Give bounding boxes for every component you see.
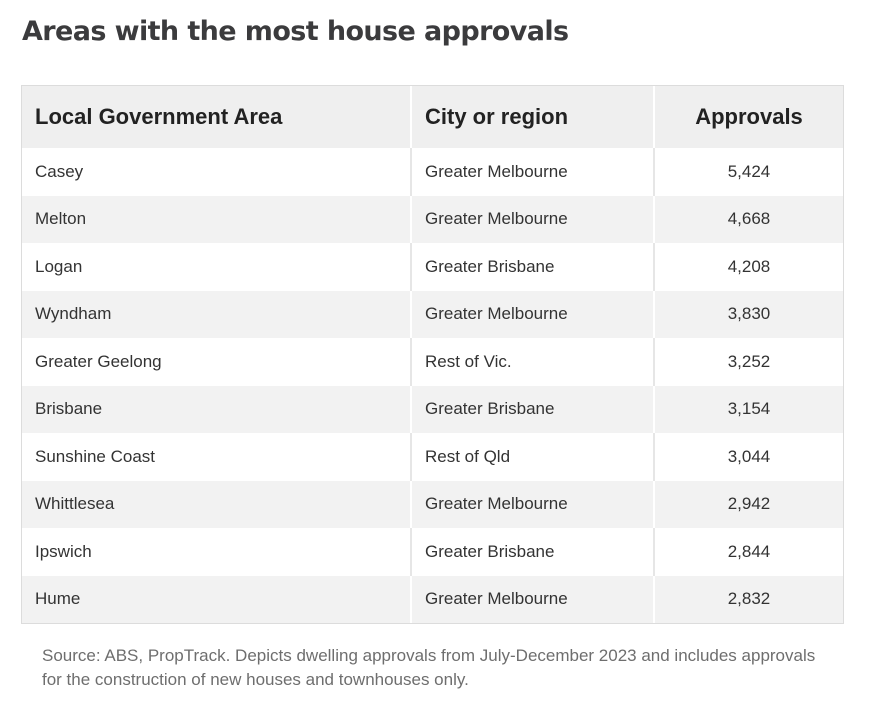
header-row: Local Government Area City or region App… — [22, 86, 843, 148]
table-row: Greater Geelong Rest of Vic. 3,252 — [22, 338, 843, 386]
cell-region: Greater Melbourne — [411, 290, 655, 338]
cell-region: Greater Brisbane — [411, 243, 655, 291]
table-header: Local Government Area City or region App… — [22, 86, 843, 148]
cell-lga: Hume — [22, 575, 412, 623]
cell-lga: Casey — [22, 148, 412, 196]
table-row: Brisbane Greater Brisbane 3,154 — [22, 385, 843, 433]
table-row: Logan Greater Brisbane 4,208 — [22, 243, 843, 291]
cell-approvals: 2,942 — [654, 480, 843, 528]
cell-region: Greater Melbourne — [411, 148, 655, 196]
cell-approvals: 4,668 — [654, 195, 843, 243]
column-header-approvals: Approvals — [654, 86, 843, 148]
table-row: Whittlesea Greater Melbourne 2,942 — [22, 480, 843, 528]
source-note: Source: ABS, PropTrack. Depicts dwelling… — [42, 646, 816, 689]
cell-region: Rest of Vic. — [411, 338, 655, 386]
cell-approvals: 2,832 — [654, 575, 843, 623]
cell-region: Greater Melbourne — [411, 480, 655, 528]
column-header-lga: Local Government Area — [22, 86, 412, 148]
cell-region: Greater Melbourne — [411, 575, 655, 623]
column-header-region: City or region — [411, 86, 655, 148]
cell-lga: Whittlesea — [22, 480, 412, 528]
table-row: Ipswich Greater Brisbane 2,844 — [22, 528, 843, 576]
approvals-table: Local Government Area City or region App… — [21, 85, 844, 624]
cell-approvals: 3,044 — [654, 433, 843, 481]
cell-lga: Greater Geelong — [22, 338, 412, 386]
cell-lga: Brisbane — [22, 385, 412, 433]
cell-approvals: 3,252 — [654, 338, 843, 386]
page-title: Areas with the most house approvals — [22, 16, 569, 47]
cell-approvals: 5,424 — [654, 148, 843, 196]
cell-region: Greater Brisbane — [411, 385, 655, 433]
cell-lga: Logan — [22, 243, 412, 291]
table-row: Wyndham Greater Melbourne 3,830 — [22, 290, 843, 338]
table-row: Casey Greater Melbourne 5,424 — [22, 148, 843, 196]
cell-lga: Melton — [22, 195, 412, 243]
cell-region: Greater Melbourne — [411, 195, 655, 243]
table-row: Sunshine Coast Rest of Qld 3,044 — [22, 433, 843, 481]
cell-region: Greater Brisbane — [411, 528, 655, 576]
cell-approvals: 4,208 — [654, 243, 843, 291]
cell-approvals: 3,830 — [654, 290, 843, 338]
cell-lga: Sunshine Coast — [22, 433, 412, 481]
cell-lga: Wyndham — [22, 290, 412, 338]
table-body: Casey Greater Melbourne 5,424 Melton Gre… — [22, 148, 843, 623]
cell-approvals: 3,154 — [654, 385, 843, 433]
cell-lga: Ipswich — [22, 528, 412, 576]
cell-approvals: 2,844 — [654, 528, 843, 576]
table-row: Hume Greater Melbourne 2,832 — [22, 575, 843, 623]
cell-region: Rest of Qld — [411, 433, 655, 481]
table-row: Melton Greater Melbourne 4,668 — [22, 195, 843, 243]
data-table: Local Government Area City or region App… — [22, 86, 843, 623]
